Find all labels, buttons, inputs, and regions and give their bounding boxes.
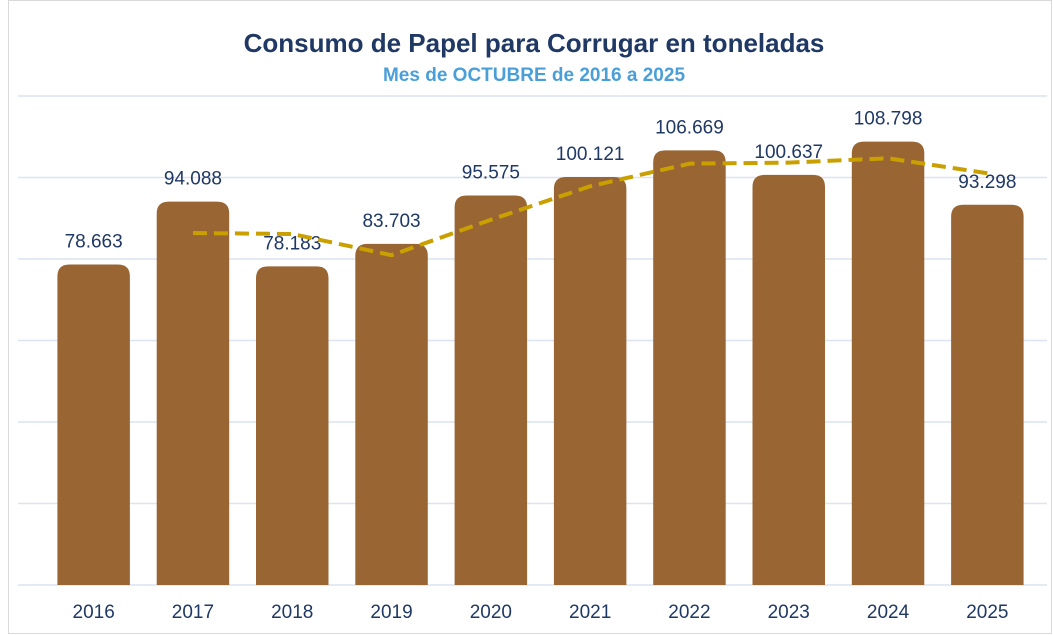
bar [951,204,1024,585]
bar [553,177,627,585]
chart-subtitle: Mes de OCTUBRE de 2016 a 2025 [383,65,685,86]
bar [256,266,329,585]
value-label: 95.575 [462,163,520,184]
x-tick-label: 2022 [668,602,710,623]
value-label: 100.121 [556,144,625,165]
value-label: 100.637 [754,142,823,163]
value-label: 108.798 [854,109,923,130]
x-tick-label: 2016 [73,602,115,623]
bar [57,264,130,585]
bar [653,150,726,585]
x-tick-label: 2025 [966,602,1008,623]
x-tick-label: 2017 [172,602,214,623]
bar [156,201,230,585]
x-tick-label: 2024 [867,602,910,623]
bar [454,195,528,586]
x-tick-label: 2019 [370,602,412,623]
value-label: 94.088 [164,169,222,190]
chart-title: Consumo de Papel para Corrugar en tonela… [244,28,825,58]
value-label: 106.669 [655,117,724,138]
x-tick-label: 2018 [271,602,313,623]
trend-line [192,156,988,258]
value-label: 78.183 [263,233,321,254]
bar [355,243,428,585]
x-tick-label: 2021 [569,602,611,623]
value-label: 83.703 [362,211,420,232]
value-label: 78.663 [65,231,123,252]
bar [851,141,925,586]
x-tick-label: 2023 [768,602,810,623]
x-tick-label: 2020 [470,602,512,623]
bar [752,174,825,585]
value-label: 93.298 [958,172,1016,193]
